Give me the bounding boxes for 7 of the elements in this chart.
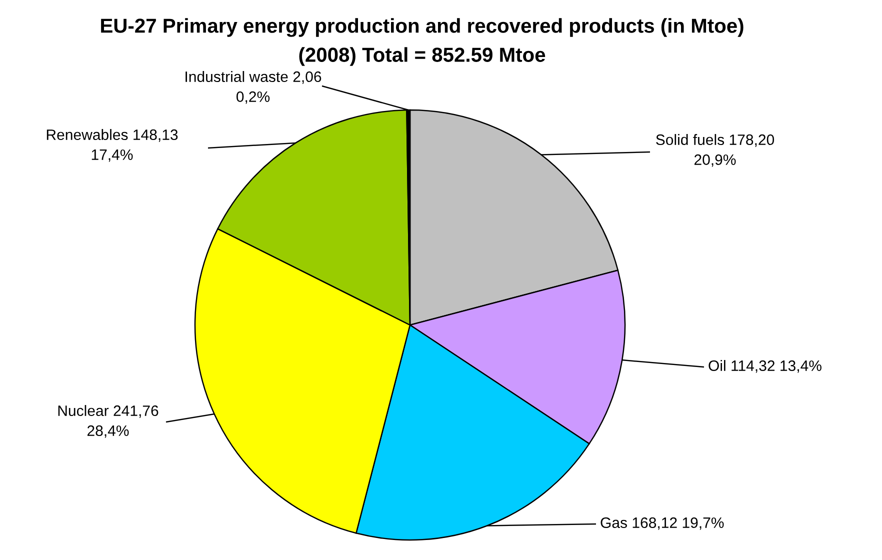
slice-label: Industrial waste 2,06 0,2% xyxy=(186,71,322,104)
slice-label: Gas 168,12 19,7% xyxy=(600,517,724,530)
slice-label: Nuclear 241,76 28,4% xyxy=(58,405,158,438)
slice-label: Solid fuels 178,20 20,9% xyxy=(656,134,774,167)
chart-title: EU-27 Primary energy production and recovered products (in Mtoe) (2008) Total = 852.59 Mtoe xyxy=(101,18,744,66)
slice-label: Renewables 148,13 17,4% xyxy=(46,129,178,162)
slice-label: Oil 114,32 13,4% xyxy=(708,360,822,373)
